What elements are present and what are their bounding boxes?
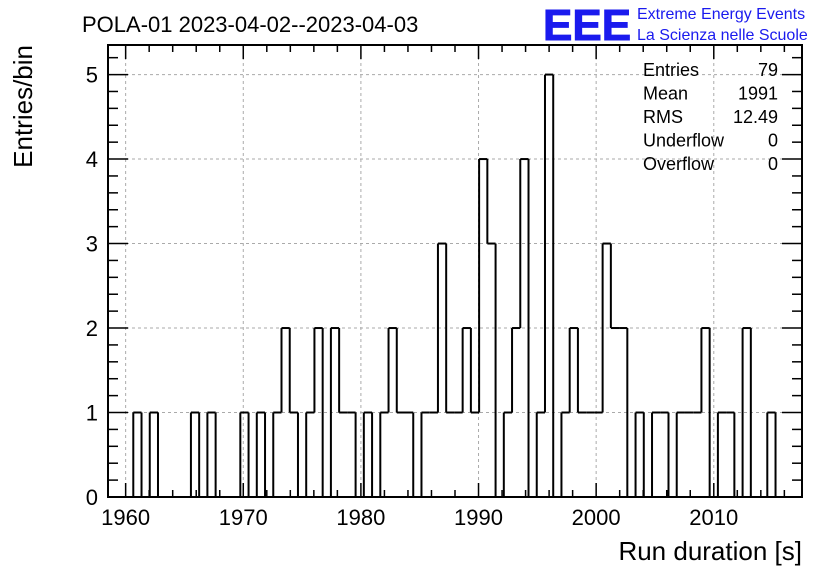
y-axis-label: Entries/bin bbox=[8, 45, 38, 168]
stats-value: 79 bbox=[758, 60, 778, 80]
stats-box: Entries 79 Mean 1991 RMS 12.49 Underflow 0 Overf… bbox=[643, 60, 778, 174]
x-tick-label: 2010 bbox=[689, 505, 738, 530]
y-tick-label: 5 bbox=[86, 63, 98, 88]
stats-value: 0 bbox=[768, 154, 778, 174]
x-axis-label: Run duration [s] bbox=[618, 536, 802, 566]
eee-logo-line2: La Scienza nelle Scuole bbox=[637, 27, 808, 44]
stats-label: RMS bbox=[643, 107, 683, 127]
y-tick-labels: 0 1 2 3 4 5 bbox=[86, 63, 98, 510]
stats-label: Entries bbox=[643, 60, 699, 80]
x-tick-label: 1960 bbox=[101, 505, 150, 530]
x-tick-label: 1970 bbox=[219, 505, 268, 530]
stats-label: Underflow bbox=[643, 131, 725, 151]
y-tick-label: 0 bbox=[86, 485, 98, 510]
y-tick-label: 1 bbox=[86, 401, 98, 426]
x-tick-label: 1980 bbox=[336, 505, 385, 530]
stats-label: Overflow bbox=[643, 154, 715, 174]
x-tick-labels: 1960 1970 1980 1990 2000 2010 bbox=[101, 505, 738, 530]
x-tick-label: 1990 bbox=[454, 505, 503, 530]
y-tick-label: 2 bbox=[86, 316, 98, 341]
eee-logo-line1: Extreme Energy Events bbox=[637, 6, 805, 23]
stats-value: 1991 bbox=[738, 84, 778, 104]
y-tick-label: 4 bbox=[86, 147, 98, 172]
stats-value: 0 bbox=[768, 131, 778, 151]
eee-logo: EEE Extreme Energy Events La Scienza nel… bbox=[543, 1, 808, 51]
stats-label: Mean bbox=[643, 84, 688, 104]
stats-value: 12.49 bbox=[733, 107, 778, 127]
chart-title: POLA-01 2023-04-02--2023-04-03 bbox=[82, 12, 418, 37]
y-tick-label: 3 bbox=[86, 232, 98, 257]
axis-ticks bbox=[108, 45, 802, 498]
x-tick-label: 2000 bbox=[572, 505, 621, 530]
eee-logo-mark: EEE bbox=[543, 1, 631, 50]
